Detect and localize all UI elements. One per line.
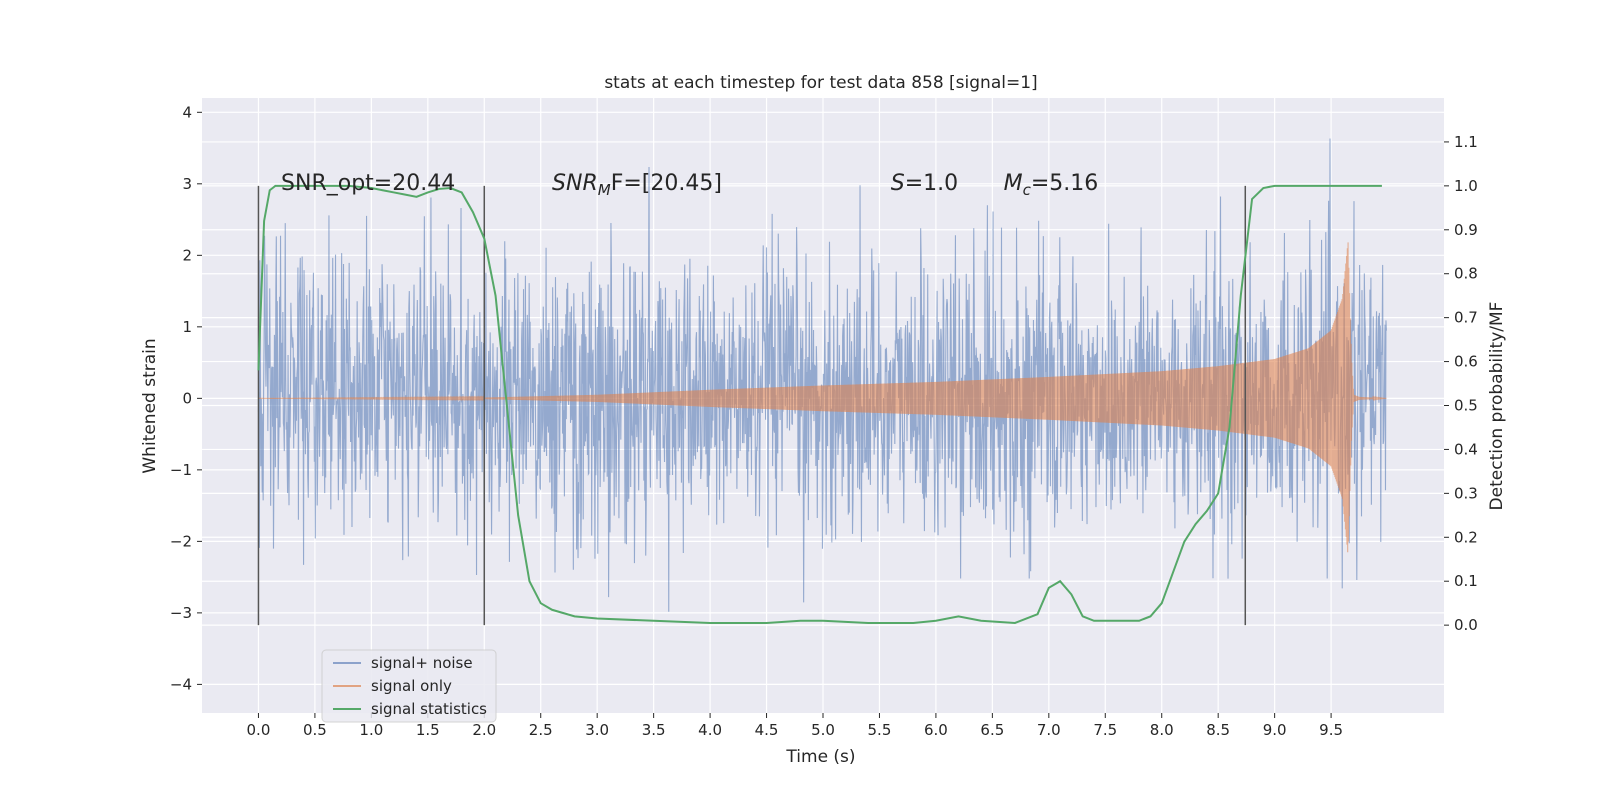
- x-tick-label: 2.5: [529, 721, 553, 739]
- y-tick-label-left: 0: [182, 389, 192, 407]
- y-tick-label-left: −1: [170, 461, 192, 479]
- annotation-2: S=1.0: [891, 171, 958, 196]
- tick-labels: 0.0 0.5 1.0 1.5 2.0 2.5 3.0 3.5 4.0 4.5 5.0 5.5 6.0 6…: [170, 103, 1478, 739]
- x-tick-label: 5.0: [811, 721, 835, 739]
- y-tick-label-right: 0.6: [1454, 353, 1478, 371]
- x-tick-label: 3.0: [585, 721, 609, 739]
- x-tick-label: 1.0: [359, 721, 383, 739]
- y-tick-label-right: 1.1: [1454, 133, 1478, 151]
- signal-statistics-line: [257, 184, 1382, 624]
- y-tick-label-right: 0.7: [1454, 309, 1478, 327]
- y-tick-label-right: 0.3: [1454, 484, 1478, 502]
- x-axis-label: Time (s): [785, 747, 855, 767]
- signal-noise-line: [257, 138, 1387, 612]
- y-tick-label-right: 0.0: [1454, 616, 1478, 634]
- y-tick-label-right: 0.9: [1454, 221, 1478, 239]
- x-tick-label: 8.0: [1150, 721, 1174, 739]
- y-axis-label-left: Whitened strain: [140, 338, 160, 473]
- chart-title: stats at each timestep for test data 858…: [604, 73, 1037, 93]
- y-tick-label-right: 0.2: [1454, 528, 1478, 546]
- annotations: SNR_opt=20.44 SNRMF=[20.45] S=1.0 Mc=5.16: [281, 171, 1098, 199]
- x-tick-label: 9.0: [1263, 721, 1287, 739]
- y-tick-label-right: 0.8: [1454, 265, 1478, 283]
- y-tick-label-left: 1: [182, 318, 192, 336]
- y-axis-label-right: Detection probability/MF: [1487, 302, 1507, 511]
- x-tick-label: 6.0: [924, 721, 948, 739]
- y-tick-label-right: 0.1: [1454, 572, 1478, 590]
- x-tick-label: 7.0: [1037, 721, 1061, 739]
- legend: signal+ noise signal only signal statist…: [321, 649, 497, 723]
- signal-only-line: [258, 242, 1387, 553]
- legend-label-signal-statistics: signal statistics: [371, 700, 487, 718]
- x-tick-label: 1.5: [416, 721, 440, 739]
- x-tick-label: 0.0: [247, 721, 271, 739]
- x-tick-label: 4.5: [755, 721, 779, 739]
- x-tick-label: 4.0: [698, 721, 722, 739]
- series-signal-statistics: [257, 184, 1382, 624]
- x-tick-label: 0.5: [303, 721, 327, 739]
- series-signal-noise: [257, 138, 1387, 612]
- y-tick-label-left: 2: [182, 246, 192, 264]
- x-tick-label: 7.5: [1093, 721, 1117, 739]
- x-tick-label: 3.5: [642, 721, 666, 739]
- legend-label-signal-only: signal only: [371, 677, 452, 695]
- series-signal-only: [258, 242, 1387, 553]
- y-tick-label-right: 0.4: [1454, 440, 1478, 458]
- annotation-3: Mc=5.16: [1004, 171, 1099, 199]
- y-tick-label-left: −3: [170, 604, 192, 622]
- y-tick-label-left: −4: [170, 675, 192, 693]
- annotation-1: SNRMF=[20.45]: [552, 171, 722, 199]
- y-tick-label-left: 4: [182, 103, 192, 121]
- x-tick-label: 9.5: [1319, 721, 1343, 739]
- y-tick-label-left: 3: [182, 175, 192, 193]
- x-tick-label: 5.5: [868, 721, 892, 739]
- y-tick-label-left: −2: [170, 532, 192, 550]
- legend-label-signal-noise: signal+ noise: [371, 654, 473, 672]
- x-tick-label: 6.5: [980, 721, 1004, 739]
- x-tick-label: 2.0: [472, 721, 496, 739]
- y-tick-label-right: 0.5: [1454, 397, 1478, 415]
- annotation-0: SNR_opt=20.44: [281, 171, 455, 196]
- x-tick-label: 8.5: [1206, 721, 1230, 739]
- legend-box: [321, 649, 497, 723]
- y-tick-label-right: 1.0: [1454, 177, 1478, 195]
